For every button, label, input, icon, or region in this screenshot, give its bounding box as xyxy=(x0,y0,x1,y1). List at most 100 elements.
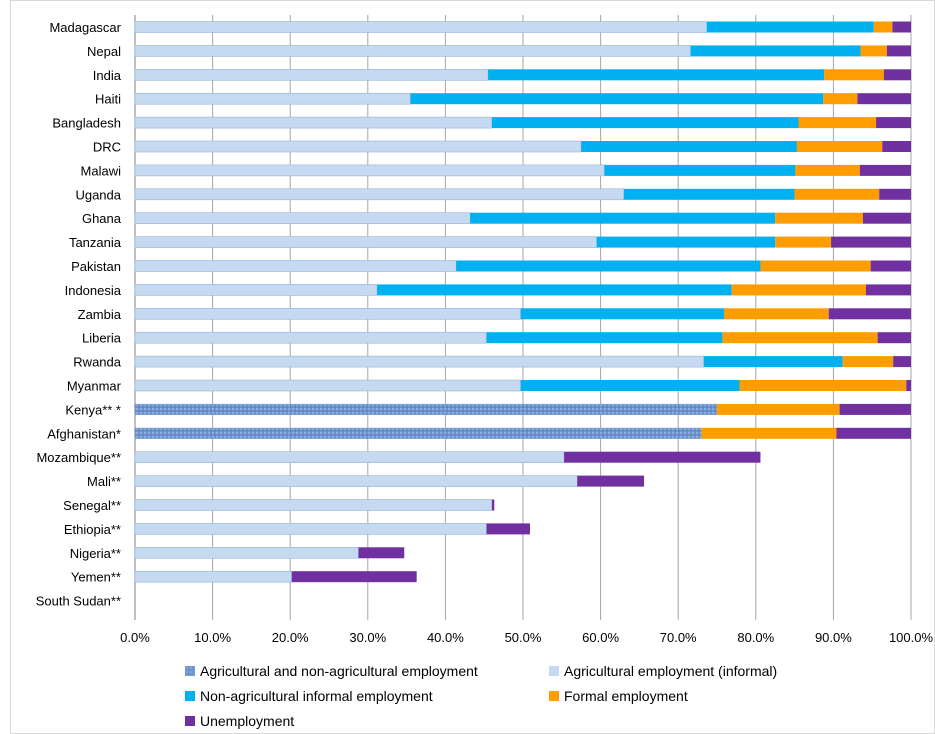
bar-segment xyxy=(623,188,795,200)
legend-label: Agricultural and non-agricultural employ… xyxy=(200,663,478,679)
bar-segment xyxy=(859,164,911,176)
category-label: Zambia xyxy=(78,307,122,322)
bar-segment xyxy=(491,499,495,511)
bar-segment xyxy=(134,45,691,57)
legend-swatch-agri-informal xyxy=(549,666,559,676)
category-labels: Madagascar Nepal India Haiti Bangladesh DRC Ma… xyxy=(36,20,122,609)
bar-segment xyxy=(823,93,858,105)
category-label: Mali** xyxy=(87,474,121,489)
bar-segment xyxy=(795,164,860,176)
legend-swatch-formal xyxy=(549,691,559,701)
x-tick-label: 30.0% xyxy=(349,630,386,645)
bar-segment xyxy=(470,212,776,224)
bar-segment xyxy=(828,308,911,320)
bar-segment xyxy=(877,332,911,344)
x-tick-label: 100.0% xyxy=(889,630,934,645)
category-label: Madagascar xyxy=(49,20,121,35)
bar-segment xyxy=(134,21,708,33)
bar-segment xyxy=(134,284,378,296)
bar-segment xyxy=(134,331,487,344)
bar-segment xyxy=(486,332,723,344)
category-label: Kenya** * xyxy=(65,402,121,417)
bar-segment xyxy=(488,69,825,81)
bar-segment xyxy=(134,260,457,272)
bar-segment xyxy=(882,141,911,152)
bar-segment xyxy=(857,93,911,105)
bar-segment xyxy=(775,236,832,248)
x-tick-label: 80.0% xyxy=(737,630,774,645)
bar-segment xyxy=(134,475,578,487)
bar-segment xyxy=(134,188,625,201)
bar-segment xyxy=(876,117,911,129)
bar-segment xyxy=(873,21,893,33)
category-label: Pakistan xyxy=(71,259,121,274)
bar-segment xyxy=(134,140,582,153)
bar-segment xyxy=(739,380,907,391)
bar-segment xyxy=(701,427,837,439)
bar-segment xyxy=(134,307,521,320)
bar-segment xyxy=(794,188,880,200)
bar-segment xyxy=(798,117,877,129)
legend-item-formal: Formal employment xyxy=(549,688,688,704)
bar-segment xyxy=(134,546,359,559)
legend-swatch-agri-nonagri xyxy=(185,666,195,676)
bar-segment xyxy=(604,164,796,176)
category-label: Afghanistan* xyxy=(47,426,121,441)
bar-segment xyxy=(410,93,824,105)
bar-segment xyxy=(836,427,911,439)
x-tick-label: 40.0% xyxy=(427,630,464,645)
bars xyxy=(134,21,911,583)
legend-label: Agricultural employment (informal) xyxy=(564,663,778,679)
bar-segment xyxy=(577,475,645,487)
bar-segment xyxy=(134,69,489,81)
x-tick-label: 10.0% xyxy=(194,630,231,645)
bar-segment xyxy=(135,403,717,415)
category-label: India xyxy=(93,68,122,83)
x-tick-label: 70.0% xyxy=(660,630,697,645)
bar-segment xyxy=(706,21,874,33)
category-label: Liberia xyxy=(82,331,122,346)
category-label: Rwanda xyxy=(73,355,121,370)
legend-item-nonagri-informal: Non-agricultural informal employment xyxy=(185,688,433,704)
bar-segment xyxy=(134,570,293,583)
legend-label: Unemployment xyxy=(200,713,295,729)
category-label: Indonesia xyxy=(65,283,122,298)
bar-segment xyxy=(862,212,911,224)
bar-segment xyxy=(564,451,761,463)
bar-segment xyxy=(135,427,702,439)
bar-segment xyxy=(134,212,471,224)
bar-segment xyxy=(883,69,911,81)
bar-segment xyxy=(723,308,829,320)
bar-segment xyxy=(865,284,911,296)
bar-segment xyxy=(520,380,740,391)
bar-segment xyxy=(134,451,565,464)
bar-segment xyxy=(831,236,911,248)
category-label: Yemen** xyxy=(71,570,121,585)
bar-segment xyxy=(486,523,530,535)
legend-label: Formal employment xyxy=(564,688,688,704)
bar-segment xyxy=(581,141,797,152)
category-label: Uganda xyxy=(75,187,121,202)
bar-segment xyxy=(358,547,405,559)
bar-segment xyxy=(491,117,799,129)
bar-segment xyxy=(893,356,911,368)
legend-item-agri-informal: Agricultural employment (informal) xyxy=(549,663,777,679)
bar-segment xyxy=(717,403,840,415)
bar-segment xyxy=(886,45,911,57)
category-label: Ghana xyxy=(82,211,122,226)
category-label: Tanzania xyxy=(69,235,122,250)
bar-segment xyxy=(134,92,411,105)
bar-segment xyxy=(134,116,493,129)
bar-segment xyxy=(596,236,776,248)
bar-segment xyxy=(134,164,605,177)
category-label: Senegal** xyxy=(63,498,121,513)
bar-segment xyxy=(456,260,761,272)
category-label: DRC xyxy=(93,140,121,155)
legend-swatch-nonagri-informal xyxy=(185,691,195,701)
bar-segment xyxy=(520,308,724,320)
category-label: Nepal xyxy=(87,44,121,59)
bar-segment xyxy=(892,21,911,33)
bar-segment xyxy=(860,45,887,57)
bar-segment xyxy=(134,355,705,368)
